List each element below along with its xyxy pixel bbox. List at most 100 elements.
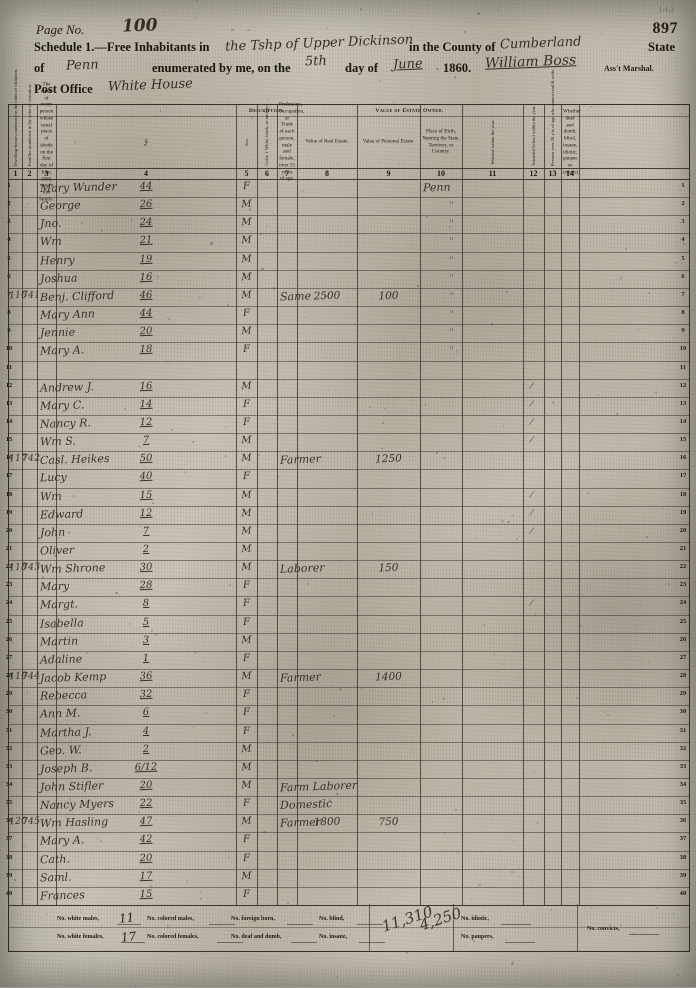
cell-sex: M bbox=[241, 253, 252, 265]
cell-personal-estate: 100 bbox=[378, 289, 399, 303]
cell-sex: M bbox=[241, 325, 252, 338]
cell-family-number: 744 bbox=[21, 670, 41, 683]
column-number-12: 12 bbox=[529, 169, 538, 178]
column-number-13: 13 bbox=[548, 169, 557, 178]
column-divider bbox=[561, 105, 562, 905]
row-rule bbox=[9, 560, 689, 562]
cell-sex: M bbox=[241, 543, 252, 556]
footer-blank-rule bbox=[505, 942, 535, 943]
row-rule bbox=[9, 759, 689, 761]
cell-sex: M bbox=[241, 217, 252, 229]
row-rule bbox=[9, 614, 689, 616]
footer-idiotic-label: No. idiotic, bbox=[461, 916, 489, 922]
footer-colored-males-label: No. colored males, bbox=[147, 916, 194, 922]
table-row[interactable] bbox=[9, 361, 689, 379]
footer-blank-rule bbox=[121, 942, 145, 943]
column-header-6: Color, { White, black, or mulatto. bbox=[257, 104, 277, 167]
column-header-text: The name of every person whose usual pla… bbox=[39, 81, 54, 202]
row-number-right: 5 bbox=[681, 254, 685, 262]
row-rule bbox=[9, 197, 689, 199]
row-number-left: 33 bbox=[5, 762, 13, 770]
row-number-left: 38 bbox=[5, 853, 13, 861]
column-number-7: 7 bbox=[285, 169, 289, 178]
column-number-9: 9 bbox=[386, 169, 391, 178]
day-of-label: day of bbox=[345, 61, 378, 75]
row-rule bbox=[9, 342, 689, 344]
cell-occupation: Farmer bbox=[279, 452, 322, 467]
cell-sex: F bbox=[242, 852, 251, 864]
row-number-left: 20 bbox=[5, 526, 13, 534]
row-number-right: 12 bbox=[679, 381, 687, 389]
cell-sex: M bbox=[241, 561, 252, 574]
census-table: Dwelling-houses numbered in the order of… bbox=[8, 68, 690, 906]
footer-white-males-label: No. white males, bbox=[57, 916, 99, 922]
cell-sex: F bbox=[242, 416, 251, 429]
cell-sex: F bbox=[242, 344, 251, 356]
row-number-left: 23 bbox=[5, 581, 13, 589]
column-header-text: Place of Birth, Naming the State, Territ… bbox=[422, 128, 460, 155]
footer-blank-rule bbox=[629, 934, 659, 935]
row-number-left: 24 bbox=[5, 599, 13, 607]
row-rule bbox=[9, 650, 689, 652]
county-label: in the County of bbox=[409, 40, 496, 54]
footer-blank-rule bbox=[287, 924, 313, 925]
archive-stamp-number: 897 bbox=[652, 20, 678, 37]
row-rule bbox=[9, 832, 689, 834]
cell-sex: M bbox=[241, 743, 252, 755]
state-value: Penn bbox=[65, 57, 99, 74]
cell-real-estate: 2500 bbox=[313, 289, 341, 303]
column-divider bbox=[277, 105, 278, 905]
cell-sex: M bbox=[241, 507, 252, 519]
footer-convicts-label: No. convicts, bbox=[587, 926, 620, 932]
marshal-name: William Boss bbox=[484, 52, 577, 72]
cell-sex: F bbox=[242, 307, 251, 320]
row-number-right: 39 bbox=[679, 871, 687, 879]
row-rule bbox=[9, 251, 689, 253]
row-rule bbox=[9, 433, 689, 435]
row-rule bbox=[9, 723, 689, 725]
column-header-text: Married within the year. bbox=[489, 119, 495, 165]
state-label: State bbox=[648, 40, 676, 54]
row-number-right: 10 bbox=[679, 345, 687, 353]
footer-colored-females-label: No. colored females, bbox=[147, 934, 199, 940]
cell-personal-estate: 150 bbox=[378, 561, 399, 575]
column-divider bbox=[462, 105, 463, 905]
row-number-left: 5 bbox=[7, 254, 11, 262]
header-rule bbox=[9, 116, 689, 117]
row-number-right: 2 bbox=[681, 200, 685, 208]
header-rule bbox=[9, 168, 689, 169]
column-header-4: Age. bbox=[56, 117, 236, 167]
cell-occupation: Laborer bbox=[279, 561, 325, 576]
row-number-right: 19 bbox=[679, 508, 687, 516]
year-label: 1860. bbox=[443, 61, 472, 75]
column-header-3: The name of every person whose usual pla… bbox=[37, 81, 56, 202]
row-rule bbox=[9, 269, 689, 271]
row-rule bbox=[9, 850, 689, 852]
row-rule bbox=[9, 378, 689, 380]
cell-sex: M bbox=[241, 779, 252, 792]
column-number-1: 1 bbox=[13, 169, 18, 178]
cell-sex: M bbox=[241, 434, 252, 447]
column-header-text: Persons over 20 y'rs of age who cannot r… bbox=[549, 68, 555, 166]
cell-sex: M bbox=[241, 761, 252, 774]
row-number-left: 13 bbox=[5, 399, 13, 407]
row-number-right: 30 bbox=[679, 708, 687, 716]
row-number-right: 25 bbox=[679, 617, 687, 625]
row-rule bbox=[9, 741, 689, 743]
row-rule bbox=[9, 777, 689, 779]
column-divider bbox=[56, 105, 57, 905]
cell-family-number: 743 bbox=[21, 561, 41, 574]
column-header-text: Attended School within the year. bbox=[530, 105, 536, 166]
row-number-right: 20 bbox=[679, 526, 687, 534]
cell-sex: F bbox=[242, 180, 251, 193]
form-footer: No. white males, 11 No. white females, 17 No… bbox=[8, 902, 690, 952]
column-header-text: Age. bbox=[143, 137, 149, 147]
column-header-8: Value of Real Estate. bbox=[297, 117, 357, 167]
column-divider bbox=[236, 105, 237, 905]
cell-personal-estate: 1250 bbox=[374, 452, 403, 466]
column-header-11: Married within the year. bbox=[462, 117, 523, 167]
row-number-right: 7 bbox=[681, 290, 685, 298]
row-number-right: 11 bbox=[679, 363, 687, 371]
marshal-title: Ass't Marshal. bbox=[604, 64, 654, 73]
